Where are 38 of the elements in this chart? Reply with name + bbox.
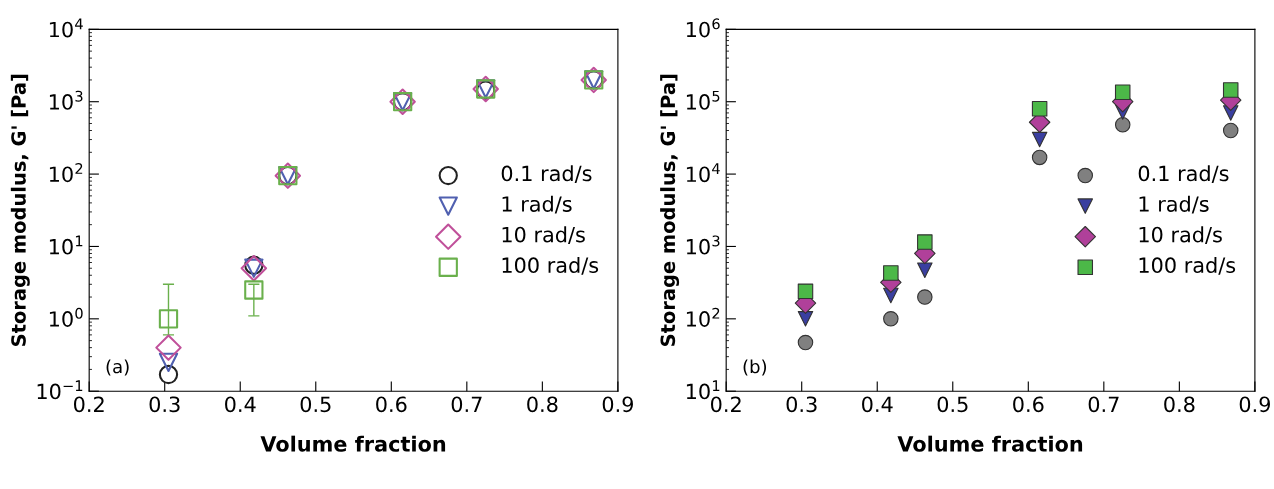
x-tick-label: 0.3 bbox=[149, 396, 180, 413]
x-tick-label: 0.5 bbox=[937, 396, 968, 413]
legend-label: 0.1 rad/s bbox=[1138, 165, 1229, 183]
legend-label: 100 rad/s bbox=[1139, 256, 1236, 275]
y-tick-label: 10$^{6}$ bbox=[686, 18, 720, 38]
y-tick-label: 10$^{4}$ bbox=[49, 18, 83, 38]
y-axis-title: Storage modulus, G' [Pa] bbox=[10, 74, 30, 346]
y-tick-label: 10$^{3}$ bbox=[686, 235, 720, 255]
annotation: (a) bbox=[106, 359, 129, 376]
legend-label: 100 rad/s bbox=[502, 256, 599, 275]
x-axis-title: Volume fraction bbox=[260, 435, 446, 452]
y-tick-label: 10$^{4}$ bbox=[686, 163, 720, 183]
y-tick-label: 10$^{2}$ bbox=[49, 163, 83, 183]
x-tick-label: 0.4 bbox=[225, 396, 256, 413]
x-tick-label: 0.9 bbox=[1239, 396, 1270, 413]
x-tick-label: 0.6 bbox=[1013, 396, 1044, 413]
y-tick-label: 10$^{5}$ bbox=[686, 90, 720, 110]
x-axis-title: Volume fraction bbox=[897, 435, 1083, 452]
legend-label: 1 rad/s bbox=[502, 195, 572, 214]
y-tick-label: 10$^{3}$ bbox=[49, 90, 83, 110]
x-tick-label: 0.7 bbox=[451, 396, 482, 413]
legend-label: 1 rad/s bbox=[1139, 195, 1209, 214]
y-tick-label: 10$^{1}$ bbox=[49, 235, 83, 255]
x-tick-label: 0.8 bbox=[527, 396, 558, 413]
legend-label: 0.1 rad/s bbox=[501, 165, 592, 183]
x-tick-label: 0.4 bbox=[862, 396, 893, 413]
legend-label: 10 rad/s bbox=[1139, 226, 1222, 245]
x-tick-label: 0.5 bbox=[300, 396, 331, 413]
x-tick-label: 0.6 bbox=[376, 396, 407, 413]
annotation: (b) bbox=[743, 359, 767, 376]
y-tick-label: 10$^{2}$ bbox=[686, 307, 720, 327]
y-axis-title: Storage modulus, G' [Pa] bbox=[660, 74, 680, 346]
x-tick-label: 0.3 bbox=[786, 396, 817, 413]
legend-label: 10 rad/s bbox=[502, 226, 585, 245]
y-tick-label: 10$^{0}$ bbox=[49, 307, 83, 327]
x-tick-label: 0.9 bbox=[602, 396, 633, 413]
x-tick-label: 0.8 bbox=[1164, 396, 1195, 413]
x-tick-label: 0.7 bbox=[1088, 396, 1119, 413]
